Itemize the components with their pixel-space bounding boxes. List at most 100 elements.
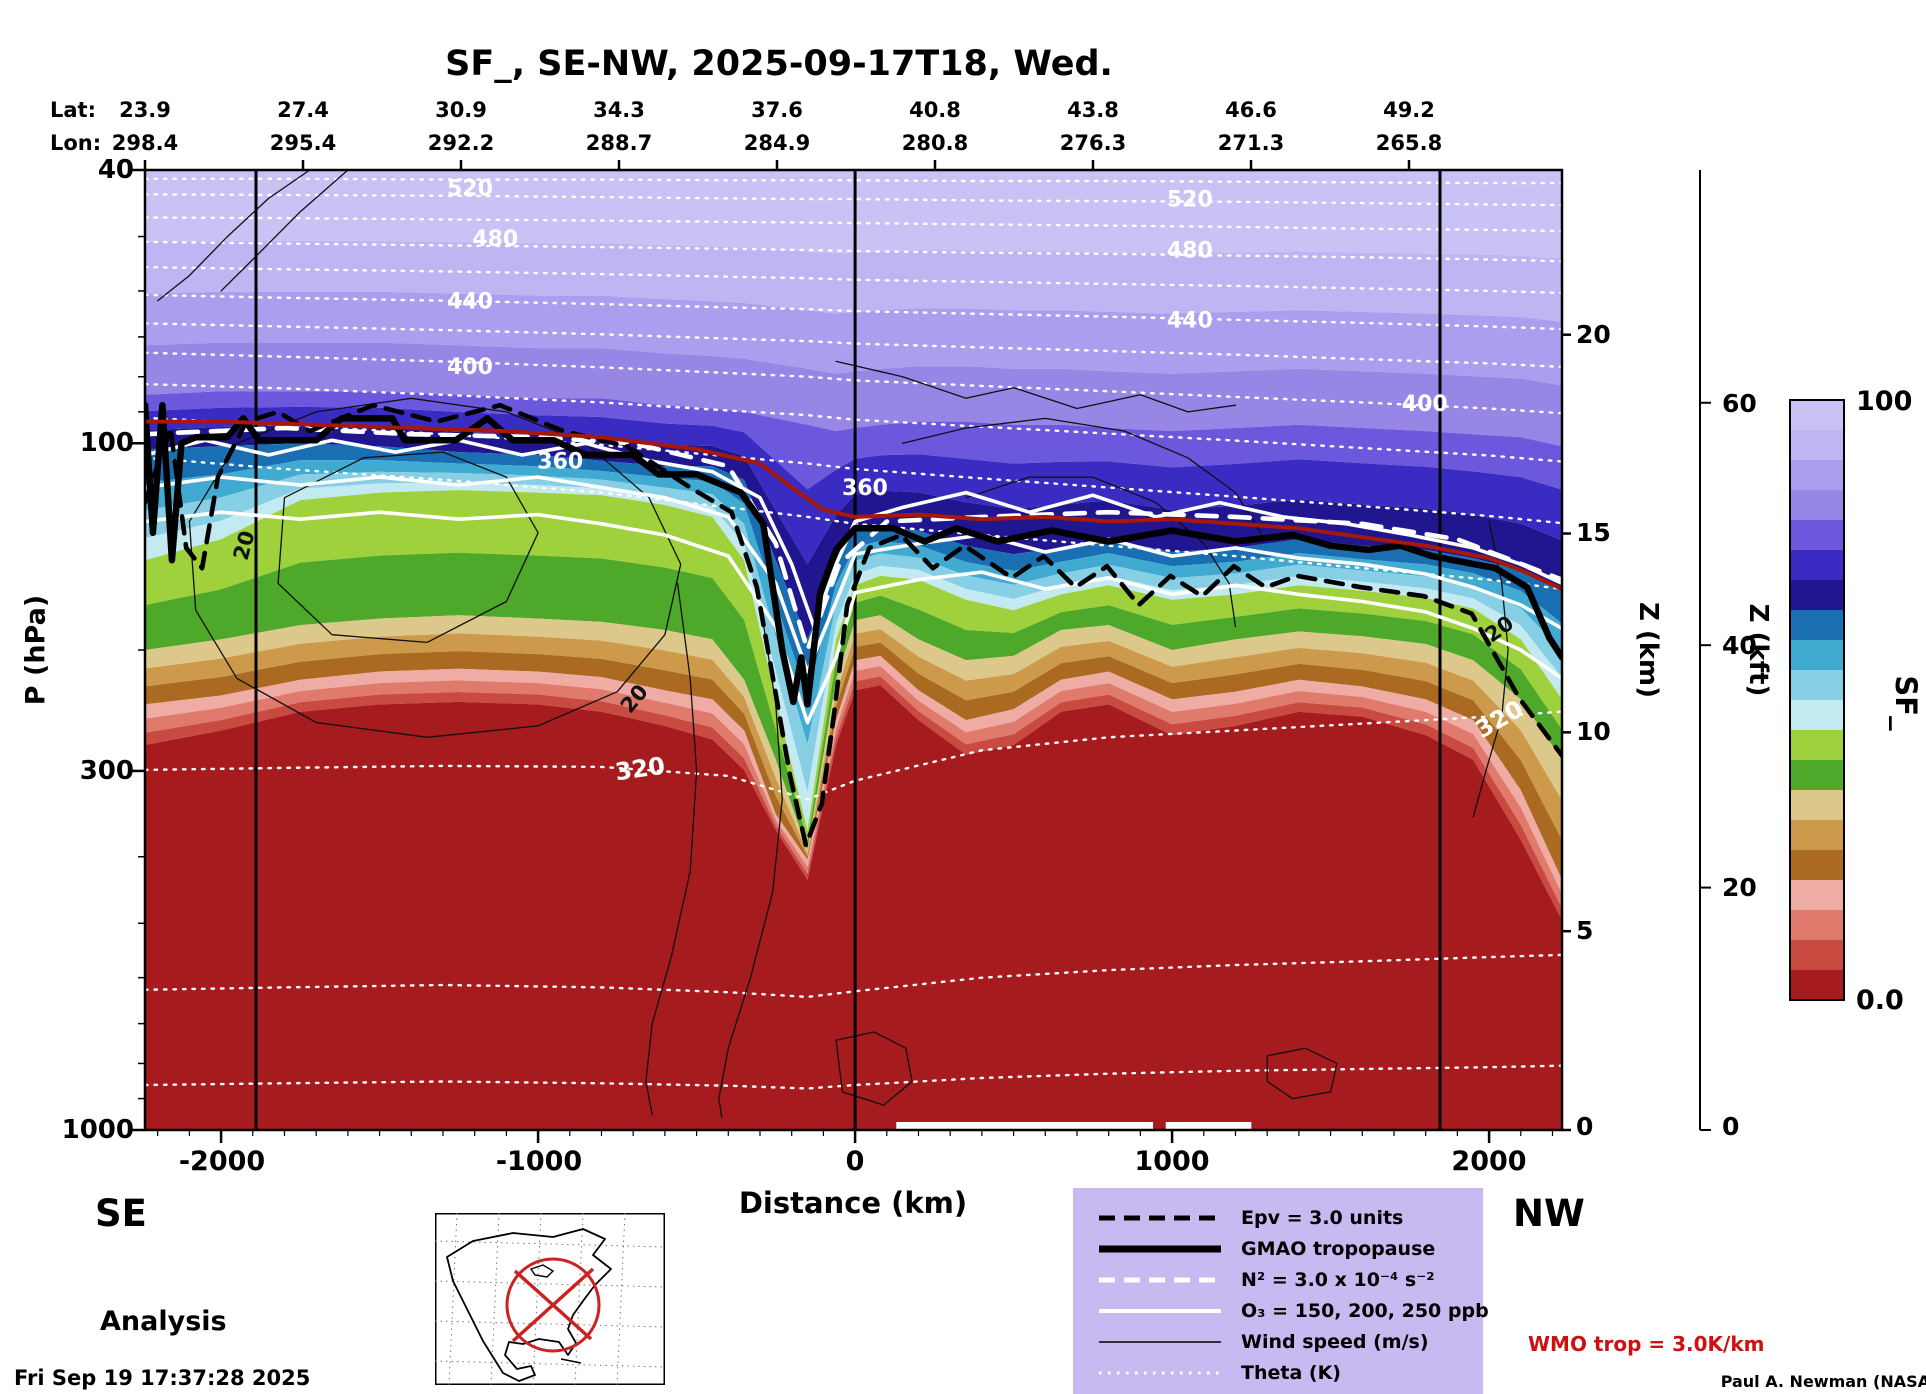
legend: Epv = 3.0 units GMAO tropopause N² = 3.0… bbox=[1073, 1188, 1489, 1394]
contour-label: 520 bbox=[1167, 187, 1213, 212]
legend-item-gmao: GMAO tropopause bbox=[1073, 1233, 1483, 1264]
field-band bbox=[145, 552, 1562, 850]
epv-line-sample-icon bbox=[1099, 1215, 1221, 1220]
colorbar-segment bbox=[1790, 970, 1844, 1001]
contour-wind bbox=[1266, 1047, 1338, 1100]
contour-theta bbox=[145, 240, 1562, 263]
lon-value-1: 295.4 bbox=[269, 131, 337, 155]
great-lakes bbox=[529, 1264, 555, 1278]
surface-gap bbox=[1165, 1122, 1252, 1130]
kfttick-40: 40 bbox=[1722, 631, 1757, 660]
colorbar-segment bbox=[1790, 760, 1844, 791]
contour-wind bbox=[835, 1031, 913, 1106]
ztick-20: 20 bbox=[1576, 320, 1611, 349]
se-end-label: SE bbox=[95, 1192, 147, 1235]
contour-theta bbox=[145, 322, 1562, 369]
x-axis-label: Distance (km) bbox=[738, 1186, 968, 1220]
colorbar-segment bbox=[1790, 490, 1844, 521]
legend-item-label: GMAO tropopause bbox=[1241, 1237, 1436, 1260]
analysis-label: Analysis bbox=[100, 1306, 227, 1337]
colorbar-segment bbox=[1790, 670, 1844, 701]
ytick-40: 40 bbox=[97, 155, 134, 185]
field-band bbox=[145, 629, 1562, 857]
colorbar-segment bbox=[1790, 820, 1844, 851]
contour-n2 bbox=[145, 425, 1562, 653]
o3-line-sample-icon bbox=[1099, 1308, 1221, 1313]
legend-item-label: Wind speed (m/s) bbox=[1241, 1330, 1429, 1353]
contour-theta bbox=[145, 265, 1562, 295]
island bbox=[560, 1358, 582, 1364]
lon-value-6: 276.3 bbox=[1059, 131, 1127, 155]
legend-item-n2: N² = 3.0 x 10⁻⁴ s⁻² bbox=[1073, 1264, 1483, 1295]
lat-value-7: 46.6 bbox=[1225, 98, 1277, 122]
contour-wind bbox=[835, 360, 1237, 413]
contour-theta bbox=[145, 953, 1562, 999]
section-location-circle bbox=[505, 1257, 601, 1353]
colorbar-segment bbox=[1790, 610, 1844, 641]
lat-value-2: 30.9 bbox=[435, 98, 487, 122]
contour-wmo bbox=[145, 419, 1562, 591]
contour-theta bbox=[145, 193, 1562, 207]
lat-row-label: Lat: bbox=[50, 98, 96, 122]
contour-label: 400 bbox=[1402, 392, 1448, 417]
contour-theta bbox=[145, 710, 1562, 801]
colorbar-min: 0.0 bbox=[1856, 985, 1904, 1016]
legend-item-o3: O₃ = 150, 200, 250 ppb bbox=[1073, 1295, 1489, 1326]
credit: Paul A. Newman (NASA bbox=[1720, 1372, 1926, 1391]
contour-wind bbox=[718, 600, 783, 1119]
contour-o3 bbox=[145, 510, 1562, 725]
lon-value-0: 298.4 bbox=[111, 131, 179, 155]
contour-theta bbox=[145, 177, 1562, 185]
legend-item-label: Epv = 3.0 units bbox=[1241, 1206, 1404, 1229]
colorbar-segment bbox=[1790, 730, 1844, 761]
colorbar-segment bbox=[1790, 700, 1844, 731]
colorbar-segment bbox=[1790, 940, 1844, 971]
legend-item-label: Theta (K) bbox=[1241, 1361, 1341, 1384]
legend-item-theta: Theta (K) bbox=[1073, 1357, 1483, 1388]
lat-value-4: 37.6 bbox=[751, 98, 803, 122]
contour-o3 bbox=[145, 475, 1562, 674]
field-band bbox=[145, 490, 1562, 841]
lat-value-0: 23.9 bbox=[119, 98, 171, 122]
field-band bbox=[145, 170, 1562, 259]
lon-value-7: 271.3 bbox=[1217, 131, 1285, 155]
gmao-line-sample-icon bbox=[1099, 1245, 1221, 1252]
y-axis-label: P (hPa) bbox=[20, 594, 52, 706]
contour-label: 360 bbox=[537, 450, 583, 475]
nw-end-label: NW bbox=[1513, 1192, 1585, 1235]
lat-value-3: 34.3 bbox=[593, 98, 645, 122]
contour-wind bbox=[157, 170, 311, 302]
ytick-300: 300 bbox=[79, 756, 134, 786]
field-band bbox=[145, 291, 1562, 386]
lat-value-5: 40.8 bbox=[909, 98, 961, 122]
contour-gmao bbox=[145, 401, 1562, 708]
contour-wind bbox=[220, 170, 349, 292]
colorbar-segment bbox=[1790, 460, 1844, 491]
colorbar-segment bbox=[1790, 520, 1844, 551]
ztick-0: 0 bbox=[1576, 1112, 1594, 1141]
legend-item-label: O₃ = 150, 200, 250 ppb bbox=[1241, 1299, 1489, 1322]
colorbar bbox=[1789, 399, 1845, 1001]
kfttick-60: 60 bbox=[1722, 389, 1757, 418]
legend-item-epv: Epv = 3.0 units bbox=[1073, 1202, 1483, 1233]
contour-theta bbox=[145, 382, 1562, 463]
lon-value-4: 284.9 bbox=[743, 131, 811, 155]
contour-label: 320 bbox=[613, 752, 667, 787]
coastline bbox=[446, 1228, 612, 1382]
lon-value-3: 288.7 bbox=[585, 131, 653, 155]
theta-line-sample-icon bbox=[1099, 1371, 1221, 1374]
ztick-15: 15 bbox=[1576, 518, 1611, 547]
timestamp: Fri Sep 19 17:37:28 2025 bbox=[14, 1366, 311, 1390]
lat-value-1: 27.4 bbox=[277, 98, 329, 122]
wmo-trop-note: WMO trop = 3.0K/km bbox=[1528, 1332, 1765, 1356]
contour-lines bbox=[145, 170, 1562, 1130]
field-band bbox=[145, 615, 1562, 854]
contour-theta bbox=[145, 1064, 1562, 1090]
lat-value-6: 43.8 bbox=[1067, 98, 1119, 122]
inset-map bbox=[435, 1213, 665, 1385]
field-band bbox=[145, 406, 1562, 565]
ztick-5: 5 bbox=[1576, 916, 1594, 945]
contour-wind bbox=[901, 417, 1262, 534]
z-km-axis-label: Z (km) bbox=[1633, 601, 1663, 699]
